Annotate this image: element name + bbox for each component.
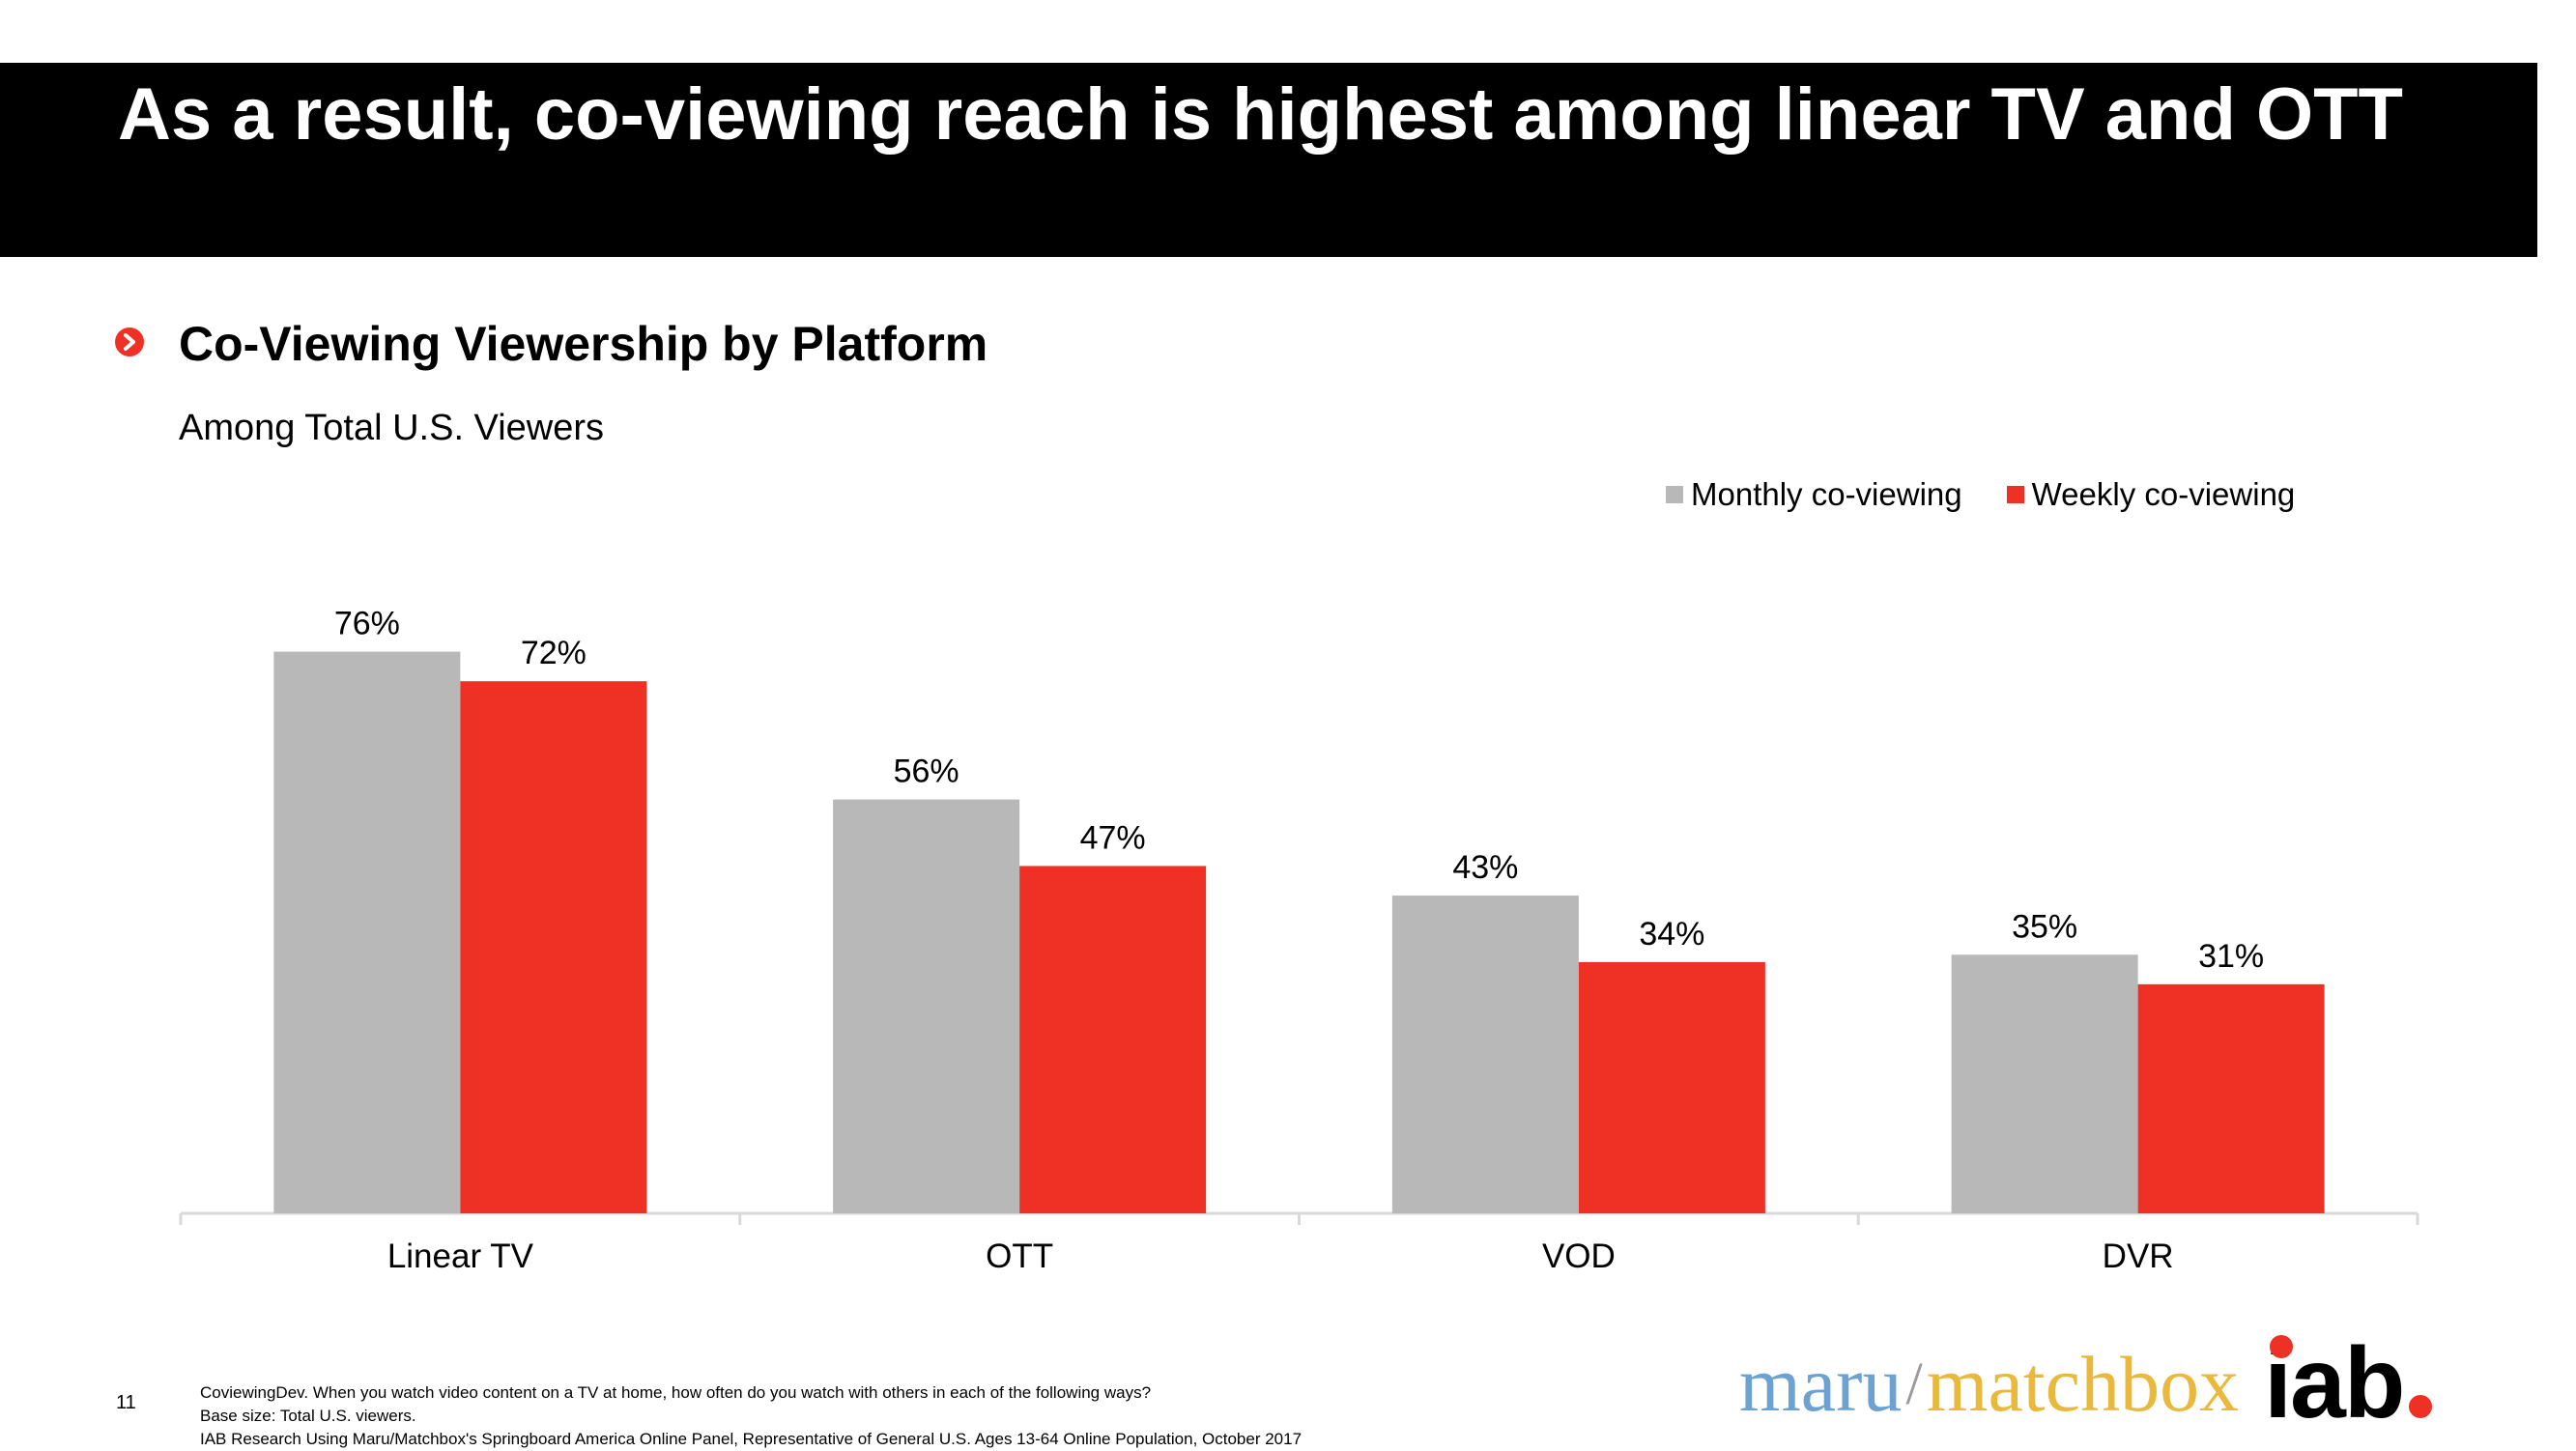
- data-label: 56%: [894, 754, 959, 790]
- data-label: 31%: [2198, 938, 2264, 975]
- legend-swatch-weekly: [2006, 486, 2024, 503]
- legend-label-monthly: Monthly co-viewing: [1691, 476, 1962, 512]
- logo-iab: iab: [2264, 1333, 2433, 1434]
- footnote: CoviewingDev. When you watch video conte…: [200, 1381, 1302, 1451]
- iab-dot-end: [2409, 1395, 2433, 1418]
- footnote-source: IAB Research Using Maru/Matchbox's Sprin…: [200, 1430, 1302, 1448]
- data-label: 72%: [521, 635, 587, 671]
- data-label: 47%: [1080, 819, 1146, 856]
- page-number: 11: [116, 1392, 136, 1413]
- logo-slash: /: [1905, 1351, 1923, 1417]
- bar-chart: 76% 72% Linear TV 56% 47% OTT 43% 34% VOD 35% 31% D…: [179, 606, 2419, 1275]
- logo-maru: maru: [1739, 1340, 1903, 1428]
- bar-weekly-co-viewing: [2137, 983, 2325, 1213]
- bar-weekly-co-viewing: [1019, 866, 1207, 1213]
- x-tick-label: VOD: [1542, 1238, 1616, 1275]
- bar-monthly-co-viewing: [1391, 896, 1579, 1213]
- iab-dot-top: [2270, 1335, 2294, 1358]
- chart-subtitle: Co-Viewing Viewership by Platform: [179, 317, 988, 371]
- chart-legend: Monthly co-viewing Weekly co-viewing: [1666, 475, 2339, 514]
- population-label: Among Total U.S. Viewers: [179, 408, 605, 448]
- chevron-right-icon: [115, 327, 144, 356]
- legend-item-monthly: Monthly co-viewing: [1666, 476, 1962, 513]
- data-label: 35%: [2012, 908, 2077, 945]
- data-label: 43%: [1452, 849, 1518, 886]
- maru-matchbox-iab-logo: maru / matchbox iab: [1739, 1322, 2433, 1434]
- legend-item-weekly: Weekly co-viewing: [2006, 476, 2296, 513]
- x-tick-label: Linear TV: [387, 1238, 534, 1275]
- bar-weekly-co-viewing: [1578, 961, 1765, 1213]
- data-label: 34%: [1639, 916, 1704, 953]
- bar-monthly-co-viewing: [1951, 954, 2138, 1213]
- footnote-question: CoviewingDev. When you watch video conte…: [200, 1383, 1152, 1402]
- title-bar: As a result, co-viewing reach is highest…: [0, 63, 2537, 257]
- x-tick-label: OTT: [986, 1238, 1053, 1275]
- logo-matchbox: matchbox: [1926, 1340, 2240, 1428]
- footnote-base: Base size: Total U.S. viewers.: [200, 1407, 416, 1425]
- bar-monthly-co-viewing: [273, 651, 461, 1213]
- bar-weekly-co-viewing: [460, 681, 647, 1213]
- page-title: As a result, co-viewing reach is highest…: [118, 73, 2403, 156]
- legend-swatch-monthly: [1666, 486, 1683, 503]
- legend-label-weekly: Weekly co-viewing: [2031, 476, 2296, 512]
- data-label: 76%: [334, 606, 400, 642]
- x-tick-label: DVR: [2103, 1238, 2174, 1275]
- bar-monthly-co-viewing: [833, 799, 1020, 1213]
